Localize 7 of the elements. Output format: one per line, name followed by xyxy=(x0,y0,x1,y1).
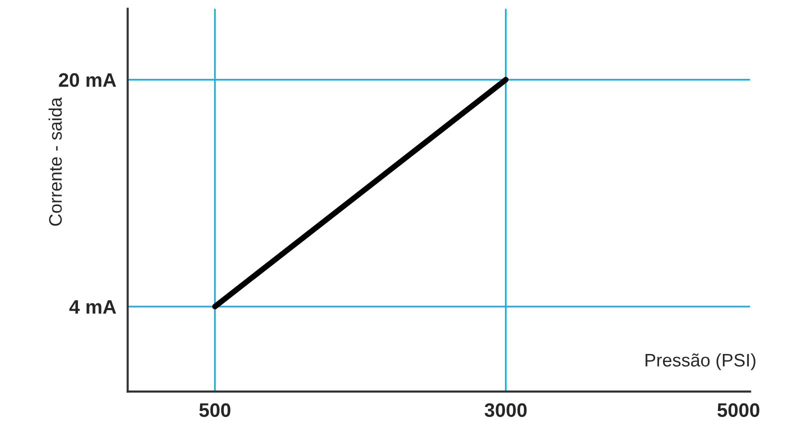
x-tick-label: 3000 xyxy=(484,403,527,418)
y-tick-label: 4 mA xyxy=(69,300,116,314)
x-tick-label: 5000 xyxy=(717,403,760,417)
x-tick-label: 500 xyxy=(199,403,230,417)
y-axis-title: Corrente - saida xyxy=(48,97,62,226)
x-axis-title: Pressão (PSI) xyxy=(646,353,756,370)
y-tick-label: 20 mA xyxy=(58,73,116,87)
